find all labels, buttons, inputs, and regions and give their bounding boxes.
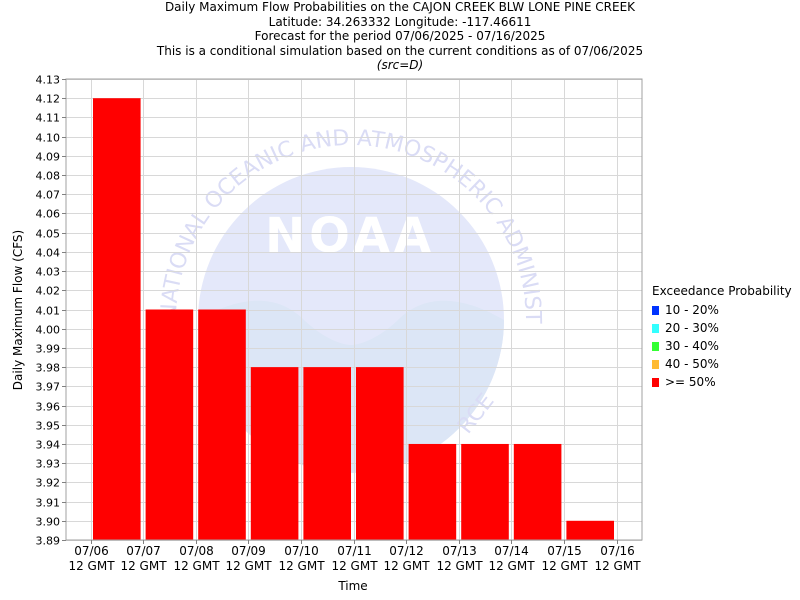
legend-swatch [652,377,659,387]
legend-item: >= 50% [652,373,792,391]
x-tick-label-time: 12 GMT [68,559,115,573]
chart-subtitle-1: Latitude: 34.263332 Longitude: -117.4661… [268,14,532,29]
x-axis-label: Time [337,579,367,593]
y-tick-label: 4.10 [36,132,61,145]
chart-subtitle-2: Forecast for the period 07/06/2025 - 07/… [254,29,546,43]
x-tick-label-date: 07/11 [337,544,372,558]
y-tick-label: 4.06 [36,208,61,221]
chart-source-note: (src=D) [376,58,424,72]
x-tick-label-date: 07/13 [442,544,477,558]
x-tick-label-time: 12 GMT [120,559,167,573]
bars [93,98,614,540]
watermark-logo-text: NOAA [265,208,435,264]
legend-label: 10 - 20% [665,303,719,317]
y-tick-label: 3.97 [36,381,61,394]
y-axis-label: Daily Maximum Flow (CFS) [11,230,25,390]
y-tick-label: 3.99 [36,343,61,356]
legend-label: 30 - 40% [665,339,719,353]
legend-label: >= 50% [665,375,716,389]
x-tick-label-date: 07/09 [231,544,266,558]
bar [145,309,194,540]
x-tick-label-time: 12 GMT [331,559,378,573]
x-tick-label-date: 07/10 [284,544,319,558]
y-tick-label: 3.94 [36,439,61,452]
y-tick-label: 3.92 [36,477,61,490]
y-tick-label: 3.89 [36,535,61,548]
y-tick-label: 4.11 [36,112,61,125]
legend-swatch [652,323,659,333]
y-tick-label: 4.03 [36,266,61,279]
bar [198,309,246,540]
chart-subtitle-3: This is a conditional simulation based o… [156,43,644,58]
y-tick-label: 3.95 [36,420,61,433]
x-tick-label-time: 12 GMT [225,559,272,573]
y-tick-label: 4.13 [36,74,61,87]
y-tick-label: 4.02 [36,285,61,298]
legend-item: 10 - 20% [652,301,792,319]
bar [303,367,351,540]
y-tick-label: 4.00 [36,324,61,337]
x-tick-label-date: 07/12 [389,544,424,558]
y-tick-label: 3.96 [36,401,61,414]
legend-item: 20 - 30% [652,319,792,337]
legend-swatch [652,305,659,315]
legend-item: 30 - 40% [652,337,792,355]
y-tick-label: 4.09 [36,151,61,164]
x-tick-label-time: 12 GMT [278,559,325,573]
bar [513,443,562,540]
x-tick-label-date: 07/14 [494,544,529,558]
legend-swatch [652,341,659,351]
legend-swatch [652,359,659,369]
chart-title-block: Daily Maximum Flow Probabilities on the … [0,0,800,73]
x-tick-label-time: 12 GMT [383,559,430,573]
x-tick-label-date: 07/06 [74,544,109,558]
y-tick-label: 4.04 [36,247,61,260]
x-tick-label-time: 12 GMT [173,559,220,573]
y-tick-label: 4.01 [36,305,61,318]
x-tick-label-date: 07/08 [179,544,214,558]
chart-title: Daily Maximum Flow Probabilities on the … [164,0,636,14]
bar [461,443,509,540]
x-tick-label-time: 12 GMT [488,559,535,573]
y-tick-label: 4.08 [36,170,61,183]
y-tick-label: 3.98 [36,362,61,375]
x-tick-label-date: 07/15 [547,544,582,558]
x-tick-label-time: 12 GMT [436,559,483,573]
bar [93,98,141,540]
y-tick-label: 3.90 [36,516,61,529]
legend-label: 40 - 50% [665,357,719,371]
x-tick-label-date: 07/16 [600,544,635,558]
legend-item: 40 - 50% [652,355,792,373]
legend-items: 10 - 20% 20 - 30% 30 - 40% 40 - 50% >= 50% [652,301,792,391]
legend: Exceedance Probability 10 - 20% 20 - 30% 3… [652,284,792,391]
bar [250,367,299,540]
bar [566,520,614,540]
x-tick-label-time: 12 GMT [594,559,641,573]
legend-title: Exceedance Probability [652,284,792,298]
y-tick-label: 4.05 [36,228,61,241]
bar [408,443,457,540]
bar [356,367,404,540]
legend-label: 20 - 30% [665,321,719,335]
y-tick-label: 4.07 [36,189,61,202]
y-tick-label: 4.12 [36,93,61,106]
axes: 3.89 3.90 3.91 3.92 3.93 3.94 3.95 3.96 3.97 3.98… [36,74,643,573]
y-tick-label: 3.93 [36,458,61,471]
x-tick-label-time: 12 GMT [541,559,588,573]
y-tick-label: 3.91 [36,497,61,510]
x-tick-label-date: 07/07 [126,544,161,558]
